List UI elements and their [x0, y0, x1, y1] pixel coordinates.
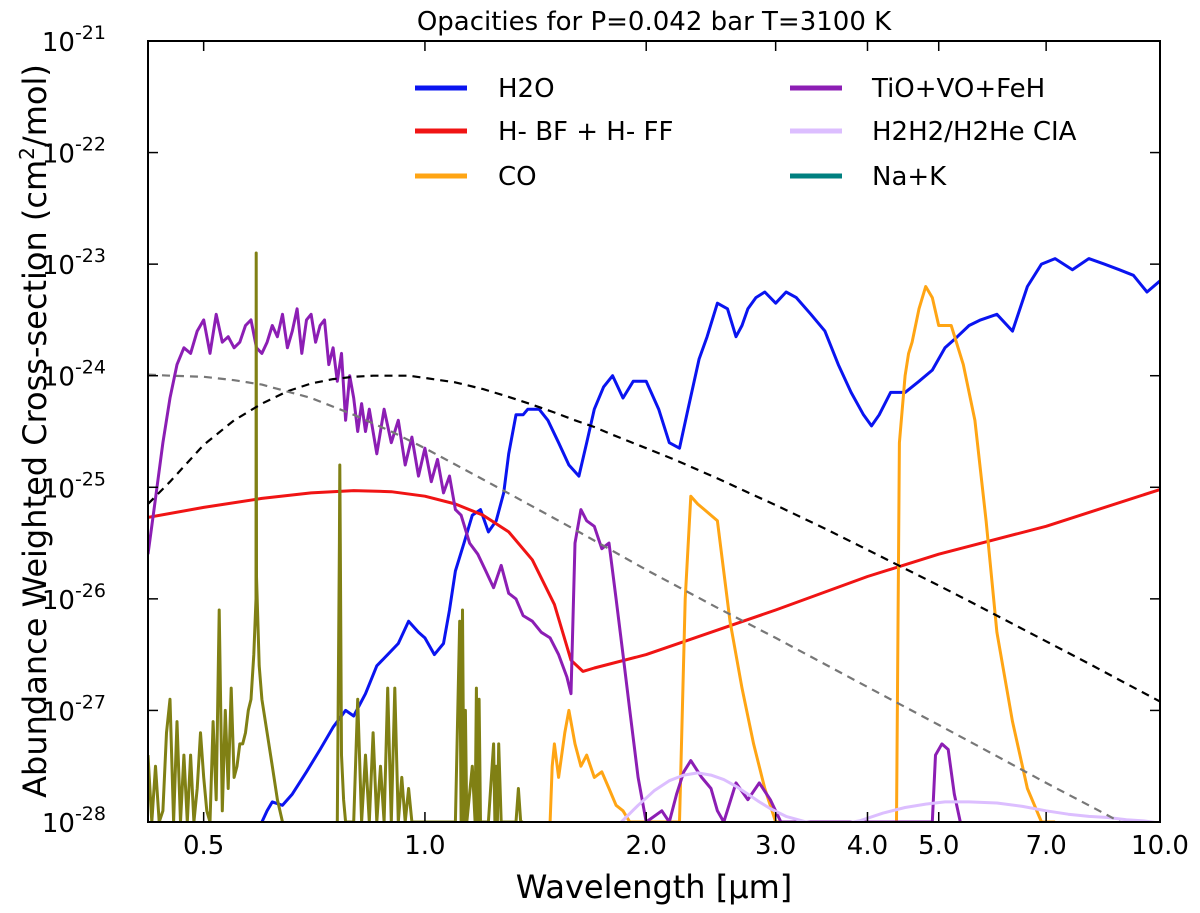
series-line-6 [148, 251, 524, 822]
plot-area [148, 251, 1160, 822]
legend-label-4: H2H2/H2He CIA [872, 117, 1077, 147]
series-line-0 [260, 257, 1160, 822]
x-tick-label-4: 4.0 [847, 831, 888, 861]
y-tick-label-6: 10-22 [42, 134, 106, 170]
series-line-8 [148, 373, 1123, 822]
axes: 0.5 1.0 2.0 3.0 4.0 5.0 7.0 10.0 10-28 10-27 10-26… [42, 22, 1189, 861]
legend-label-2: CO [498, 162, 537, 192]
legend-label-3: TiO+VO+FeH [871, 74, 1045, 104]
legend-label-1: H- BF + H- FF [498, 117, 673, 147]
y-tick-label-1: 10-27 [42, 691, 106, 727]
y-tick-label-0: 10-28 [42, 803, 106, 839]
x-tick-label-2: 2.0 [626, 831, 667, 861]
series-line-1 [148, 488, 1160, 673]
y-tick-label-5: 10-23 [42, 245, 106, 281]
legend-label-0: H2O [498, 74, 555, 104]
y-axis-label-main: Abundance Weighted Cross-section (cm [16, 160, 54, 798]
x-tick-label-3: 3.0 [755, 831, 796, 861]
legend: H2O H- BF + H- FF CO TiO+VO+FeH H2H2/H2He CI… [415, 74, 1077, 192]
y-tick-label-7: 10-21 [42, 22, 106, 58]
x-tick-label-1: 1.0 [404, 831, 445, 861]
y-axis-label-end: /mol) [16, 64, 54, 147]
y-tick-label-3: 10-25 [42, 468, 106, 504]
series-line-2 [548, 285, 1056, 822]
legend-label-5: Na+K [872, 162, 947, 192]
x-tick-label-0: 0.5 [183, 831, 224, 861]
x-tick-label-5: 5.0 [918, 831, 959, 861]
series-line-4 [620, 771, 1160, 822]
x-tick-label-6: 7.0 [1025, 831, 1066, 861]
y-tick-label-4: 10-24 [42, 357, 106, 393]
y-tick-label-2: 10-26 [42, 580, 106, 616]
y-axis-label-sup: 2 [15, 147, 39, 160]
x-tick-label-7: 10.0 [1131, 831, 1189, 861]
y-axis-label: Abundance Weighted Cross-section (cm2/mo… [15, 64, 54, 798]
x-axis-label: Wavelength [μm] [516, 868, 793, 906]
chart-title: Opacities for P=0.042 bar T=3100 K [417, 7, 892, 37]
series-line-7 [148, 374, 1160, 703]
plot-frame [147, 40, 1161, 823]
